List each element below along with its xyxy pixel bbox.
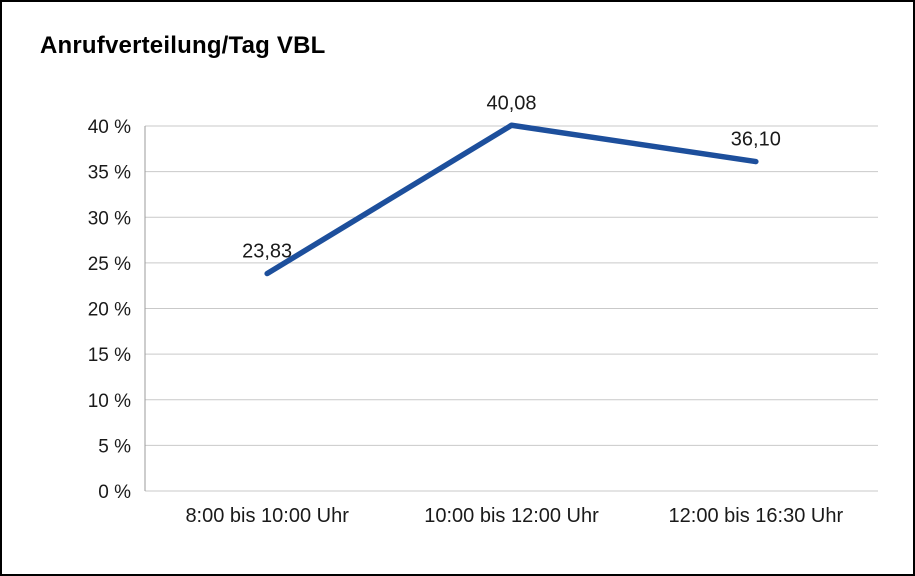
series-line [264,122,759,277]
y-tick-label: 0 % [98,482,131,503]
y-tick-label: 25 % [88,254,131,275]
y-tick-label: 20 % [88,300,131,321]
y-tick-label: 40 % [88,117,131,138]
x-tick-label: 10:00 bis 12:00 Uhr [424,505,599,527]
x-tick-label: 12:00 bis 16:30 Uhr [669,505,844,527]
data-label: 40,08 [486,92,536,114]
y-tick-label: 35 % [88,163,131,184]
chart-title: Anrufverteilung/Tag VBL [40,32,326,59]
y-tick-label: 10 % [88,391,131,412]
data-label: 23,83 [242,241,292,263]
y-tick-label: 30 % [88,208,131,229]
y-tick-label: 15 % [88,345,131,366]
y-tick-label: 5 % [98,436,131,457]
data-label: 36,10 [731,129,781,151]
x-tick-label: 8:00 bis 10:00 Uhr [185,505,349,527]
